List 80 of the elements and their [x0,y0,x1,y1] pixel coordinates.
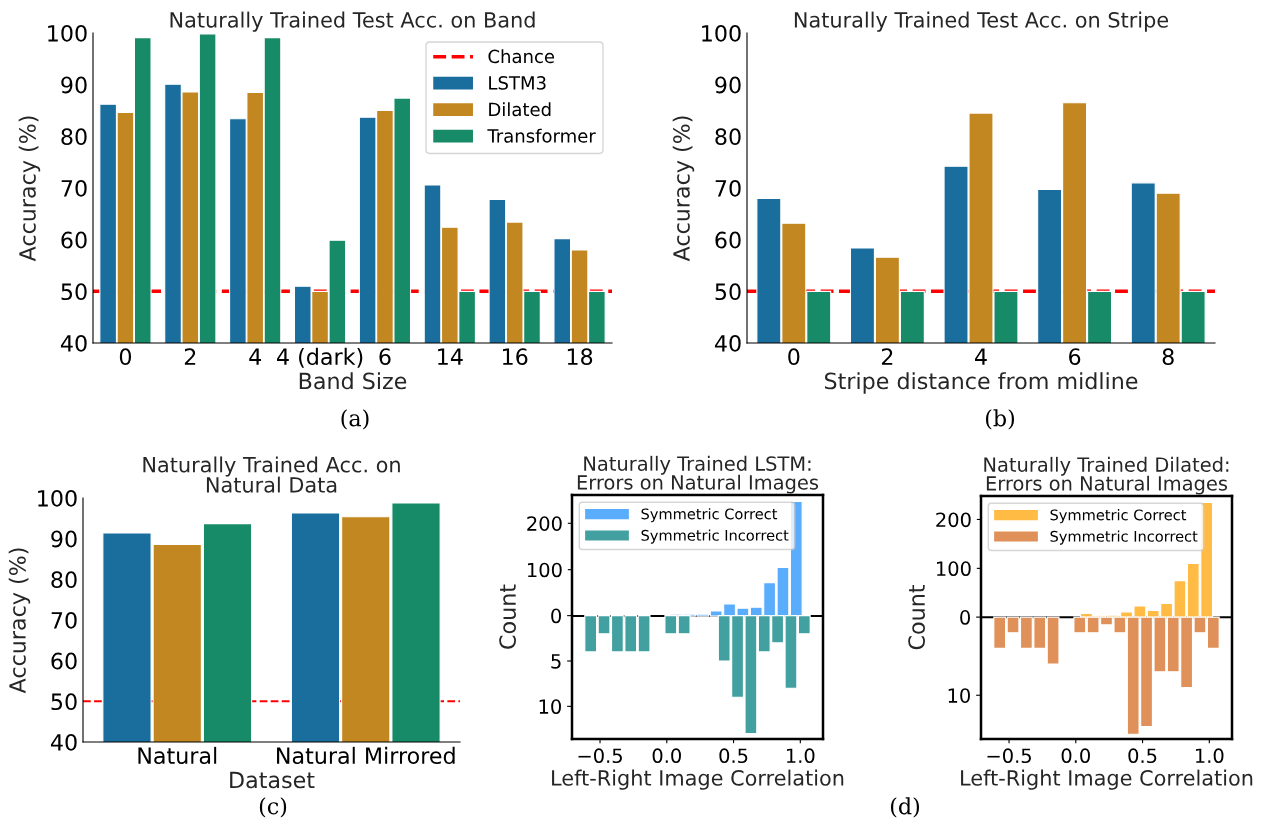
y-tick-label: 70 [51,611,77,629]
y-tick-label: 50 [61,283,87,301]
x-tick-label: −0.5 [578,748,622,764]
x-axis-title: Left-Right Image Correlation [552,769,844,790]
y-tick-label: 90 [715,76,741,94]
x-tick-label: 1.0 [786,748,815,764]
x-tick-label: 2 [184,348,196,365]
chart-title: Naturally Trained Acc. on Natural Data [143,456,400,493]
y-tick-label: 70 [61,179,87,197]
y-tick-label: 100 [702,24,741,42]
y-tick-label: 100 [48,24,87,42]
y-tick-label: 60 [61,231,87,249]
legend-label: LSTM3 [489,76,546,90]
legend-label: Symmetric Incorrect [1050,530,1198,545]
chart-title: Naturally Trained Test Acc. on Band [170,11,535,32]
y-axis-title: Count [499,584,516,649]
y2-tick-label: 5 [551,654,561,669]
x-axis-title: Stripe distance from midline [824,372,1138,394]
legend-label: Dilated [489,102,551,117]
y-tick-label: 60 [51,652,77,670]
y-axis-title: Accuracy (%) [672,116,695,262]
x-axis-title: Dataset [230,771,315,789]
x-axis-title: Left-Right Image Correlation [961,769,1253,790]
x-tick-label: 8 [1162,348,1174,366]
y-tick-label: 40 [714,334,741,352]
x-tick-label: 0 [119,348,132,366]
y-tick-label: 80 [51,571,77,589]
y-tick-label: 40 [50,733,77,751]
y-tick-label: 90 [61,76,87,94]
y-tick-label: 200 [936,512,971,528]
y-tick-label: 50 [715,283,741,301]
x-tick-label: 6 [1069,348,1081,366]
legend-label: Chance [488,49,555,64]
chart-title: Naturally Trained Dilated: Errors on Natural Images [984,456,1229,495]
x-tick-label: 1.0 [1195,748,1224,764]
text: (d) [890,797,920,818]
x-tick-label: 6 [379,348,391,366]
y-tick-label: 60 [715,231,741,249]
y-tick-label: 90 [51,530,77,548]
x-tick-label: 14 [438,348,463,365]
x-tick-label: 18 [567,348,593,366]
x-tick-label: 4 (dark) [277,347,363,368]
x-tick-label: Natural [138,746,217,765]
y-tick-label: 80 [61,128,87,146]
x-tick-label: 4 [975,348,987,365]
chart-title: Naturally Trained LSTM: Errors on Natural Images [577,455,819,494]
x-tick-label: Natural Mirrored [277,746,455,765]
chart-title: Naturally Trained Test Acc. on Stripe [794,11,1169,32]
y-axis-title: Count [908,585,925,650]
x-tick-label: 0.0 [1061,748,1090,764]
text: (a) [341,409,369,430]
legend-label: Symmetric Incorrect [641,529,789,544]
legend-label: Transformer [487,128,596,143]
text: (c) [259,797,287,818]
y-tick-label: 100 [38,489,77,507]
y-tick-label: 80 [715,128,741,146]
y-tick-label: 40 [60,334,87,352]
y2-tick-label: 10 [948,688,970,703]
x-tick-label: 4 [249,348,262,365]
y-tick-label: 200 [527,516,562,531]
y-axis-title: Accuracy (%) [8,548,31,694]
legend-label: Symmetric Correct [641,508,778,523]
y-tick-label: 50 [51,693,77,711]
text: (b) [985,409,1015,430]
y-tick-label: 100 [527,562,562,578]
x-tick-label: 2 [881,348,893,365]
x-tick-label: 0.5 [719,748,748,764]
y2-tick-label: 10 [539,699,561,715]
y2-tick-label: 0 [551,608,561,624]
y-axis-title: Accuracy (%) [18,116,41,262]
y2-tick-label: 0 [960,610,970,625]
x-tick-label: 16 [502,348,528,366]
x-tick-label: 0.5 [1128,748,1157,764]
y-tick-label: 70 [715,179,741,197]
x-axis-title: Band Size [299,372,407,390]
y-tick-label: 100 [936,561,971,577]
x-tick-label: 0.0 [652,748,681,764]
legend-label: Symmetric Correct [1050,509,1187,524]
x-tick-label: −0.5 [987,748,1031,764]
x-tick-label: 0 [788,348,800,366]
